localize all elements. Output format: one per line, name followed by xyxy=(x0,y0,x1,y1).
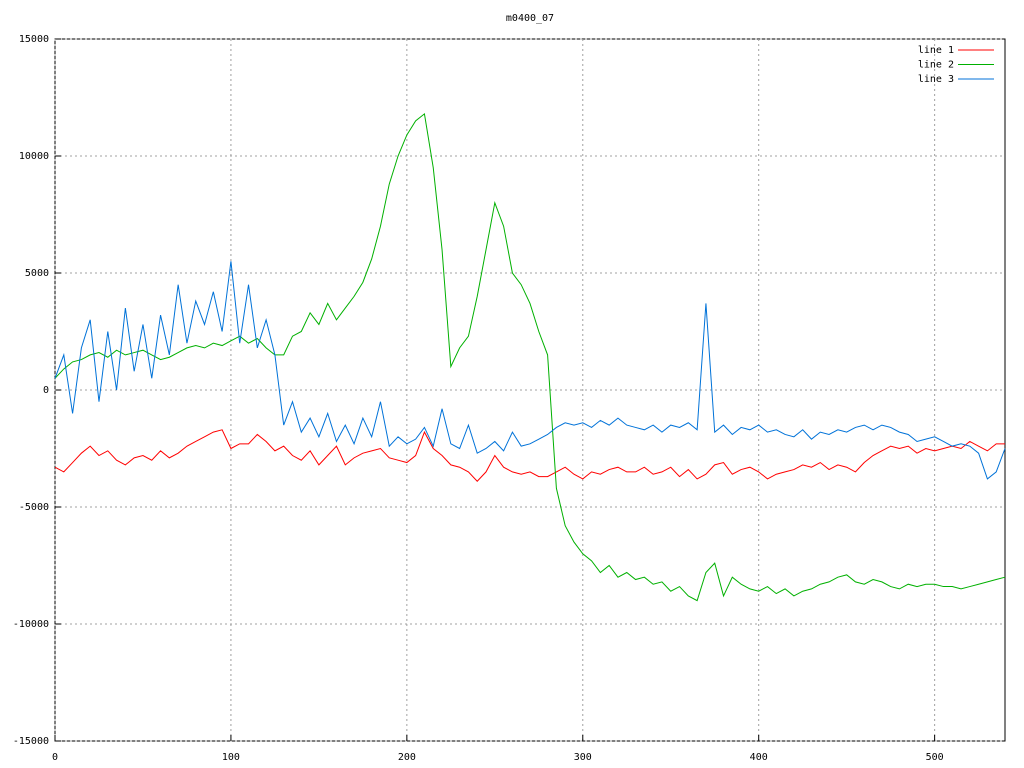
x-tick-label: 100 xyxy=(222,752,240,763)
y-tick-label: 5000 xyxy=(25,268,49,279)
data-line xyxy=(54,429,1005,482)
x-tick-label: 0 xyxy=(52,752,58,763)
y-tick-label: 10000 xyxy=(19,151,49,162)
y-tick-label: -15000 xyxy=(13,736,49,747)
chart-title: m0400_07 xyxy=(506,13,554,24)
y-tick-label: 0 xyxy=(43,385,49,396)
x-tick-label: 300 xyxy=(574,752,592,763)
y-tick-label: -10000 xyxy=(13,619,49,630)
x-tick-label: 200 xyxy=(398,752,416,763)
y-tick-label: -5000 xyxy=(19,502,49,513)
data-line xyxy=(54,261,1006,480)
x-tick-label: 500 xyxy=(926,752,944,763)
legend-label: line 3 xyxy=(918,74,954,85)
y-tick-label: 15000 xyxy=(19,34,49,45)
legend-label: line 2 xyxy=(918,60,954,71)
legend-label: line 1 xyxy=(918,45,954,56)
data-line xyxy=(54,112,1006,602)
x-tick-label: 400 xyxy=(750,752,768,763)
